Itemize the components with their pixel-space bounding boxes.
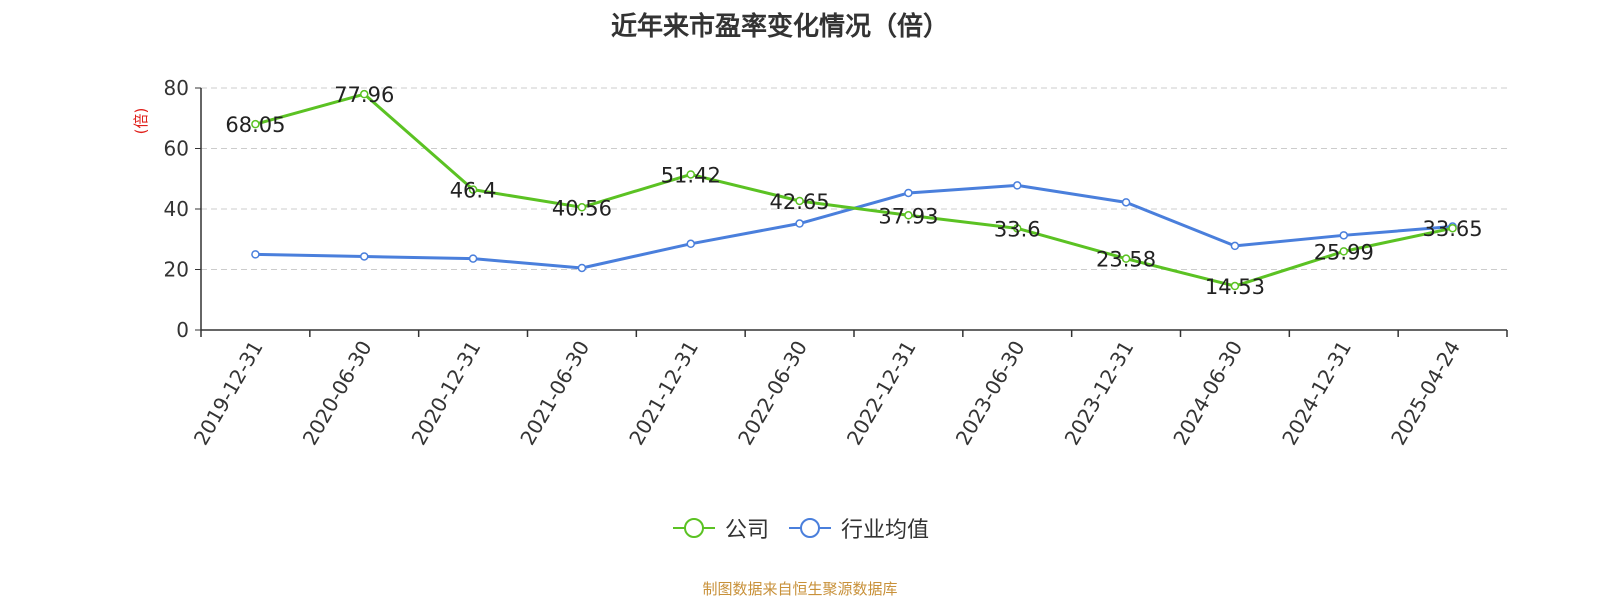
data-point-industry <box>360 252 369 261</box>
series-layer <box>251 89 1457 291</box>
y-axis-unit-label: (倍) <box>132 108 150 135</box>
legend-label-industry: 行业均值 <box>841 518 930 543</box>
data-point-industry <box>1013 181 1022 190</box>
legend-label-company: 公司 <box>724 518 769 543</box>
legend-company-line-icon <box>672 518 715 538</box>
data-point-company <box>795 196 804 206</box>
x-tick-label: 2019-12-31 <box>189 337 268 450</box>
x-tick-label: 2021-12-31 <box>624 337 703 450</box>
data-label: 77.96 <box>334 83 394 107</box>
legend-industry-line-icon <box>789 518 831 538</box>
y-tick-label: 60 <box>164 137 189 161</box>
x-tick-label: 2024-06-30 <box>1168 337 1247 450</box>
data-label: 14.53 <box>1205 275 1265 299</box>
legend-item-company[interactable]: 公司 <box>671 512 769 544</box>
series-line-industry <box>255 183 1453 270</box>
data-point-industry <box>904 188 913 198</box>
data-point-company <box>686 170 695 179</box>
data-point-industry <box>795 219 804 228</box>
y-tick-label: 80 <box>164 76 189 100</box>
data-point-industry <box>251 250 260 259</box>
y-tick-label: 40 <box>164 197 189 221</box>
y-tick-label: 0 <box>176 318 189 342</box>
x-tick-label: 2022-06-30 <box>733 337 812 450</box>
data-point-company <box>577 203 587 212</box>
x-tick-label: 2020-12-31 <box>407 337 486 450</box>
data-point-company <box>251 119 260 129</box>
data-point-industry <box>1339 231 1348 240</box>
data-label: 46.4 <box>450 179 497 203</box>
y-tick-label: 20 <box>164 258 189 282</box>
data-point-company <box>1121 254 1131 263</box>
data-label: 40.56 <box>552 196 612 220</box>
data-point-company <box>468 185 478 194</box>
data-point-industry <box>577 263 587 273</box>
data-point-company <box>1339 247 1348 256</box>
x-tick-label: 2024-12-31 <box>1277 337 1356 450</box>
data-point-company <box>1448 223 1457 233</box>
data-point-industry <box>686 239 695 249</box>
legend-item-industry[interactable]: 行业均值 <box>787 512 929 544</box>
data-label: 33.65 <box>1423 217 1483 241</box>
data-label: 37.93 <box>878 204 938 228</box>
data-label: 25.99 <box>1314 240 1374 264</box>
chart-title: 近年来市盈率变化情况（倍） <box>610 12 949 42</box>
data-point-company <box>1013 224 1022 233</box>
data-point-industry <box>1121 198 1131 207</box>
data-label: 33.6 <box>994 217 1041 241</box>
x-tick-label: 2022-12-31 <box>842 337 921 450</box>
series-line-company <box>255 92 1453 288</box>
data-source-note: 制图数据来自恒生聚源数据库 <box>702 580 898 598</box>
data-point-company <box>360 89 369 99</box>
x-tick-label: 2020-06-30 <box>298 337 377 450</box>
data-point-industry <box>468 254 478 263</box>
x-tick-label: 2021-06-30 <box>515 337 594 450</box>
x-tick-label: 2023-06-30 <box>951 337 1030 450</box>
data-point-company <box>904 211 913 220</box>
data-point-industry <box>1230 241 1240 251</box>
x-tick-label: 2023-12-31 <box>1060 337 1139 450</box>
line-chart: 0 20 40 60 80 2019-12-31 2020-06-30 2020-12-31 2… <box>132 76 1508 450</box>
data-label: 23.58 <box>1096 248 1156 272</box>
data-label: 51.42 <box>661 163 721 187</box>
data-label: 42.65 <box>770 190 830 214</box>
x-tick-label: 2025-04-24 <box>1386 337 1465 450</box>
data-label-layer: 68.05 77.96 46.4 40.56 51.42 42.65 37.93 33.6 23… <box>225 83 1482 299</box>
data-label: 68.05 <box>225 113 285 137</box>
data-point-company <box>1230 281 1240 291</box>
grid-layer <box>201 87 1507 270</box>
legend: 公司 行业均值 <box>0 512 1600 544</box>
